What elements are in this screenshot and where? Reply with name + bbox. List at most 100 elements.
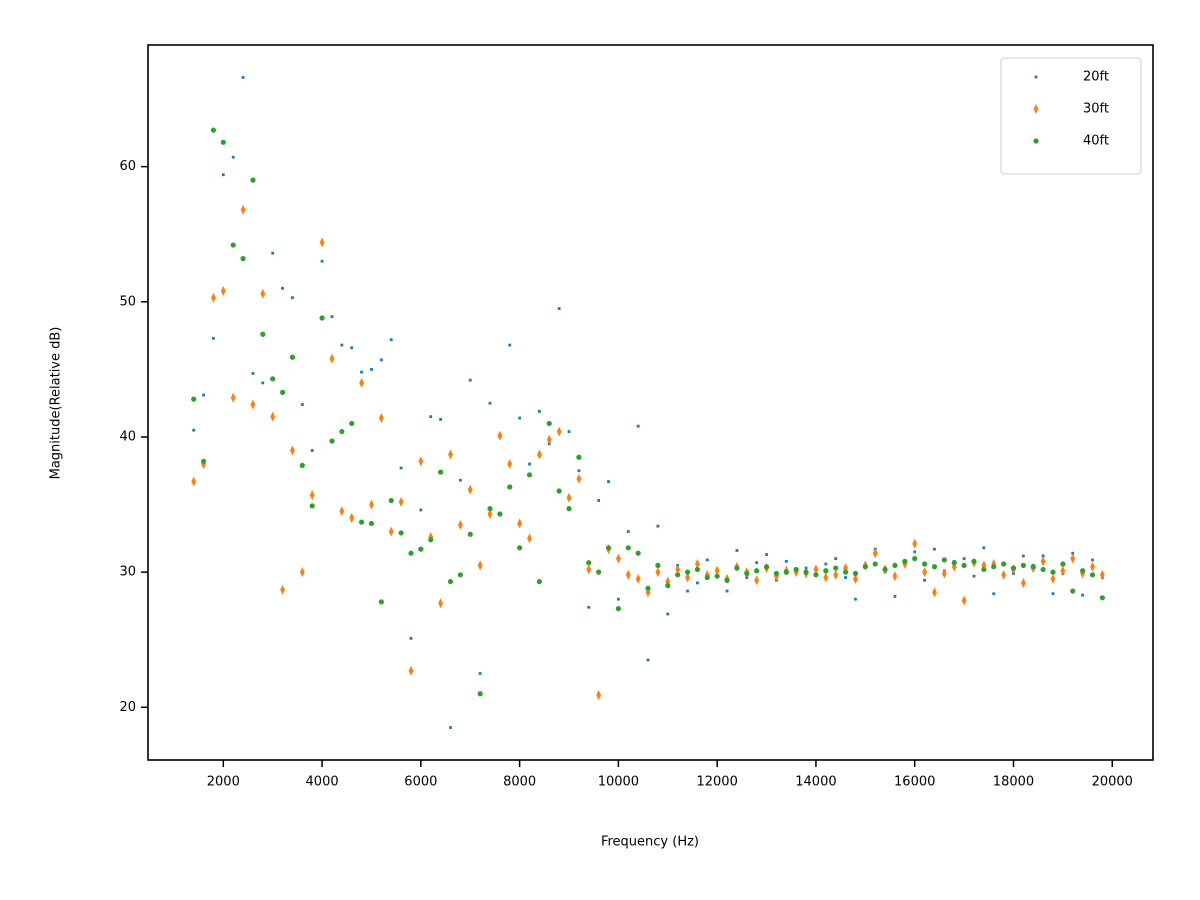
point: [418, 546, 424, 552]
point: [477, 691, 483, 697]
point: [251, 372, 255, 375]
point: [449, 726, 452, 729]
point: [684, 569, 691, 575]
point: [230, 242, 236, 248]
point: [458, 478, 462, 482]
point: [271, 251, 275, 255]
point: [260, 331, 266, 337]
point: [882, 566, 888, 573]
point: [625, 545, 631, 551]
plot-frame: [147, 44, 1154, 761]
point: [694, 566, 701, 573]
point: [260, 288, 266, 299]
point: [340, 343, 344, 347]
point: [951, 560, 957, 566]
point: [566, 492, 572, 503]
point: [596, 569, 602, 575]
point: [773, 570, 780, 577]
point: [369, 499, 374, 510]
point: [1060, 565, 1066, 576]
point: [299, 567, 305, 578]
point: [202, 393, 205, 397]
point: [991, 564, 997, 570]
point: [409, 636, 413, 640]
point: [429, 415, 433, 419]
point: [1040, 566, 1046, 573]
point: [192, 428, 196, 432]
point: [1050, 569, 1056, 575]
point: [1060, 561, 1066, 567]
point: [893, 595, 897, 598]
legend: 20ft 30ft 40ft: [1000, 57, 1142, 175]
x-tick-label: 14000: [795, 775, 836, 790]
point: [714, 565, 720, 576]
x-tick-label: 8000: [503, 775, 536, 790]
point: [941, 568, 947, 579]
point: [507, 484, 513, 490]
point: [635, 573, 641, 584]
point: [566, 506, 572, 512]
point: [734, 565, 740, 571]
point: [368, 520, 375, 527]
point: [1080, 568, 1086, 574]
point: [666, 612, 670, 616]
point: [824, 562, 828, 566]
legend-box: [1000, 57, 1142, 175]
x-axis-label: Frequency (Hz): [601, 835, 699, 850]
point: [291, 296, 294, 300]
point: [329, 438, 335, 444]
point: [478, 672, 482, 675]
point: [556, 488, 562, 494]
point: [615, 606, 621, 612]
y-axis-label: Magnitude(Relative dB): [49, 327, 64, 480]
x-tick-label: 18000: [993, 775, 1034, 790]
point: [398, 496, 404, 507]
point: [517, 518, 523, 529]
point: [378, 413, 384, 424]
point: [862, 564, 868, 570]
point: [399, 466, 403, 470]
point: [902, 558, 908, 564]
point: [804, 566, 808, 570]
point: [250, 399, 256, 410]
point: [656, 524, 660, 528]
point: [981, 566, 987, 573]
point: [546, 434, 552, 445]
point: [754, 575, 760, 586]
point: [241, 76, 245, 79]
point: [212, 336, 215, 340]
point: [467, 531, 473, 537]
point: [231, 155, 235, 159]
point: [329, 353, 335, 364]
legend-marker: [1034, 75, 1038, 79]
point: [1010, 565, 1017, 571]
point: [922, 567, 927, 578]
point: [1051, 592, 1055, 596]
point: [872, 561, 878, 567]
point: [626, 530, 630, 533]
point: [557, 307, 561, 310]
point: [221, 173, 225, 177]
point: [240, 204, 246, 215]
point: [487, 506, 493, 512]
point: [200, 458, 207, 464]
point: [270, 411, 276, 422]
point: [853, 573, 858, 584]
point: [1020, 562, 1026, 568]
point: [576, 473, 582, 484]
point: [300, 403, 304, 406]
point: [744, 570, 750, 577]
point: [438, 598, 444, 609]
point: [793, 566, 799, 573]
point: [813, 572, 819, 578]
point: [972, 574, 976, 578]
point: [536, 449, 542, 460]
x-tick-label: 16000: [894, 775, 935, 790]
point: [1030, 564, 1036, 570]
point: [833, 565, 839, 571]
point: [695, 559, 700, 570]
y-tick-label: 20: [119, 700, 136, 715]
point: [418, 456, 424, 467]
